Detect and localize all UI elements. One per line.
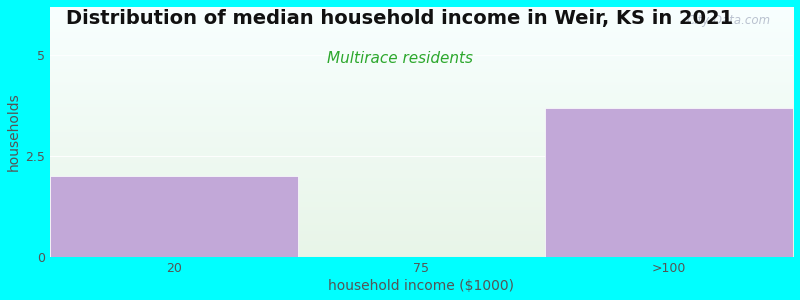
Bar	[546, 108, 793, 257]
X-axis label: household income ($1000): household income ($1000)	[329, 279, 514, 293]
Text: Distribution of median household income in Weir, KS in 2021: Distribution of median household income …	[66, 9, 734, 28]
Y-axis label: households: households	[7, 93, 21, 171]
Text: City-Data.com: City-Data.com	[686, 14, 770, 27]
Bar	[50, 176, 298, 257]
Text: Multirace residents: Multirace residents	[327, 51, 473, 66]
